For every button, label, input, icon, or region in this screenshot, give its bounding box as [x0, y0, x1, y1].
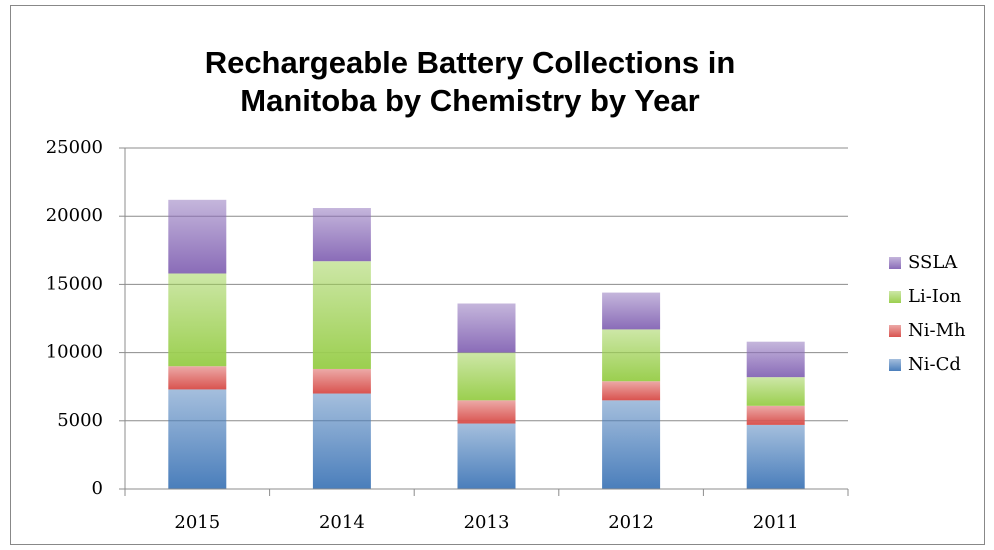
legend-label: Li-Ion	[908, 286, 962, 307]
bar-segment	[602, 381, 661, 401]
legend-label: Ni-Mh	[908, 320, 966, 341]
y-tick-label: 25000	[46, 137, 103, 158]
bar-segment	[457, 400, 516, 424]
x-tick-label: 2014	[319, 512, 365, 533]
bar-segment	[602, 400, 661, 489]
legend-label: Ni-Cd	[908, 354, 961, 375]
y-tick-label: 20000	[46, 205, 103, 226]
y-tick-label: 10000	[46, 342, 103, 363]
y-tick-label: 15000	[46, 273, 103, 294]
bar-segment	[746, 377, 805, 406]
bar-segment	[457, 303, 516, 353]
bar-segment	[168, 199, 227, 274]
legend-swatch	[889, 257, 901, 269]
bar-segment	[746, 424, 805, 489]
bar-segment	[457, 352, 516, 401]
bar-segment	[457, 423, 516, 489]
bar-segment	[312, 393, 371, 489]
y-tick-label: 5000	[57, 410, 103, 431]
bar-segment	[746, 341, 805, 378]
bar-segment	[168, 366, 227, 390]
x-tick-label: 2013	[464, 512, 510, 533]
x-tick-label: 2011	[753, 512, 799, 533]
x-tick-label: 2015	[174, 512, 220, 533]
bar-segment	[168, 273, 227, 367]
bar-segment	[312, 368, 371, 394]
bar-segment	[312, 208, 371, 262]
legend-label: SSLA	[908, 252, 958, 273]
y-tick-label: 0	[92, 478, 103, 499]
bar-segment	[602, 292, 661, 330]
chart-title: Rechargeable Battery Collections in Mani…	[204, 45, 736, 118]
bar-segment	[168, 389, 227, 489]
x-tick-label: 2012	[608, 512, 654, 533]
legend-swatch	[889, 325, 901, 337]
bar-segment	[602, 329, 661, 382]
bar-segment	[746, 405, 805, 425]
bar-segment	[312, 261, 371, 369]
legend-swatch	[889, 359, 901, 371]
legend-swatch	[889, 291, 901, 303]
